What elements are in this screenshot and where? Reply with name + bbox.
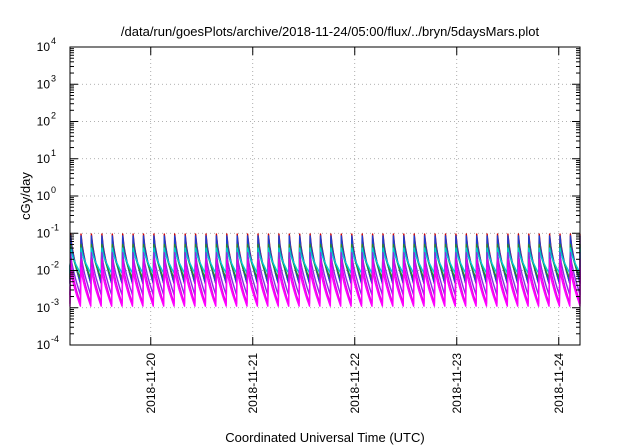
x-tick-labels: 2018-11-20 2018-11-21 2018-11-22 2018-11-23… (144, 353, 566, 414)
y-tick-base: 10 (37, 264, 51, 278)
y-tick-exponent: -3 (51, 297, 59, 307)
y-tick-exponent: 3 (51, 73, 56, 83)
x-tick-label: 2018-11-23 (450, 353, 464, 414)
series-line-5 (69, 252, 581, 296)
y-tick-label: 10 -1 (37, 222, 59, 240)
y-tick-base: 10 (37, 301, 51, 315)
y-tick-label: 10 0 (37, 185, 56, 203)
y-tick-exponent: -1 (51, 222, 59, 232)
y-tick-label: 10 1 (37, 148, 56, 166)
y-tick-base: 10 (37, 40, 51, 54)
x-tick-label: 2018-11-21 (246, 353, 260, 414)
y-tick-exponent: 2 (51, 111, 56, 121)
y-tick-label: 10 4 (37, 36, 56, 54)
y-tick-label: 10 -4 (37, 334, 59, 352)
grid-lines (70, 47, 580, 345)
x-tick-label: 2018-11-24 (552, 353, 566, 414)
x-axis-label: Coordinated Universal Time (UTC) (225, 430, 424, 445)
y-tick-label: 10 2 (37, 111, 56, 129)
y-tick-exponent: -2 (51, 260, 59, 270)
y-tick-exponent: -4 (51, 334, 59, 344)
x-tick-label: 2018-11-20 (144, 353, 158, 414)
y-tick-base: 10 (37, 338, 51, 352)
y-tick-label: 10 3 (37, 73, 56, 91)
x-tick-label: 2018-11-22 (348, 353, 362, 414)
y-tick-base: 10 (37, 189, 51, 203)
series-line-6 (69, 258, 581, 305)
tick-marks (70, 46, 580, 346)
y-tick-exponent: 0 (51, 185, 56, 195)
y-tick-label: 10 -2 (37, 260, 59, 278)
series-lines (69, 233, 581, 307)
series-line-7 (69, 266, 581, 307)
y-tick-exponent: 4 (51, 36, 56, 46)
y-tick-base: 10 (37, 226, 51, 240)
y-tick-base: 10 (37, 77, 51, 91)
chart-title: /data/run/goesPlots/archive/2018-11-24/0… (121, 24, 540, 39)
series-line-4 (69, 247, 581, 274)
y-tick-label: 10 -3 (37, 297, 59, 315)
y-tick-base: 10 (37, 115, 51, 129)
y-axis-label: cGy/day (18, 172, 33, 220)
y-tick-base: 10 (37, 152, 51, 166)
y-tick-exponent: 1 (51, 148, 56, 158)
